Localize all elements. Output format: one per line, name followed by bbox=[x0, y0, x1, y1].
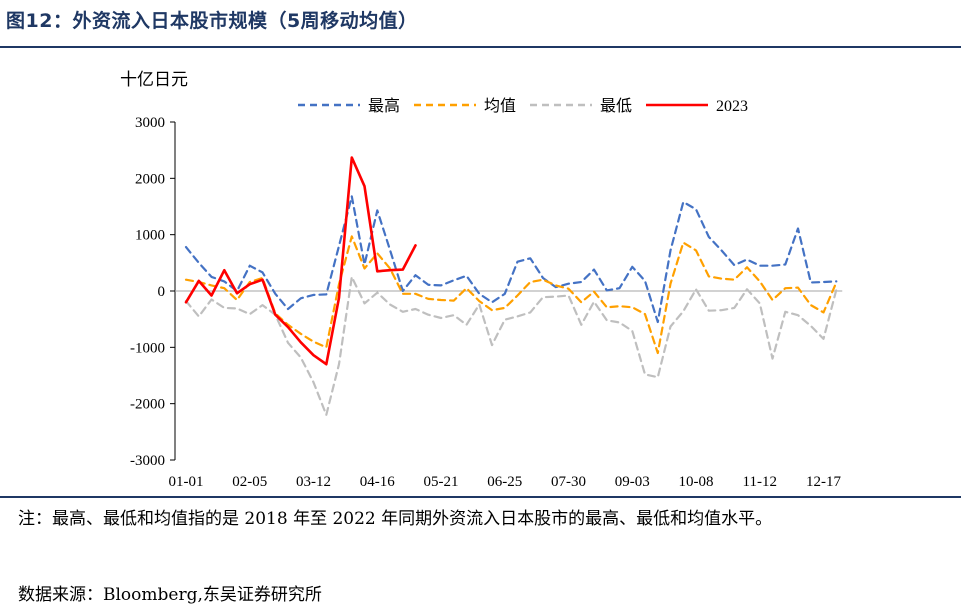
x-tick-label: 11-12 bbox=[743, 474, 777, 490]
x-tick-label: 06-25 bbox=[487, 474, 522, 490]
figure-note: 注：最高、最低和均值指的是 2018 年至 2022 年同期外资流入日本股市的最… bbox=[18, 509, 773, 529]
legend-label: 均值 bbox=[484, 96, 516, 115]
figure-title: 图12：外资流入日本股市规模（5周移动均值） bbox=[6, 10, 418, 32]
line-chart: 十亿日元 最高 均值 最低 2023 -3000 -2000 -1000 0 1000 2000… bbox=[120, 70, 843, 490]
unit-label: 十亿日元 bbox=[120, 70, 188, 90]
note-rule bbox=[0, 496, 961, 498]
y-tick-label: -1000 bbox=[130, 340, 165, 356]
legend-label: 2023 bbox=[716, 98, 748, 115]
series-line-3 bbox=[184, 275, 838, 416]
x-tick-label: 01-01 bbox=[169, 474, 204, 490]
title-rule bbox=[0, 46, 961, 48]
x-tick-label: 07-30 bbox=[551, 474, 586, 490]
series-line-1 bbox=[184, 195, 838, 324]
x-tick-label: 10-08 bbox=[679, 474, 714, 490]
x-tick-label: 04-16 bbox=[360, 474, 395, 490]
y-tick-label: 0 bbox=[158, 284, 166, 300]
x-tick-label: 02-05 bbox=[232, 474, 267, 490]
x-tick-label: 12-17 bbox=[806, 474, 841, 490]
y-tick-label: 2000 bbox=[135, 171, 165, 187]
figure-source: 数据来源：Bloomberg,东吴证券研究所 bbox=[18, 585, 322, 605]
plot-area: -3000 -2000 -1000 0 1000 2000 3000 01-01 02-05 03… bbox=[130, 115, 843, 490]
y-tick-label: 3000 bbox=[135, 115, 165, 131]
x-tick-label: 09-03 bbox=[615, 474, 650, 490]
y-tick-label: -3000 bbox=[130, 453, 165, 469]
series-line-4 bbox=[184, 156, 417, 366]
y-tick-label: 1000 bbox=[135, 228, 165, 244]
x-tick-label: 05-21 bbox=[424, 474, 459, 490]
legend: 最高 均值 最低 2023 bbox=[298, 96, 748, 115]
x-tick-label: 03-12 bbox=[296, 474, 331, 490]
series-line-2 bbox=[184, 235, 838, 355]
y-tick-label: -2000 bbox=[130, 397, 165, 413]
legend-label: 最高 bbox=[368, 96, 400, 115]
legend-label: 最低 bbox=[600, 96, 632, 115]
